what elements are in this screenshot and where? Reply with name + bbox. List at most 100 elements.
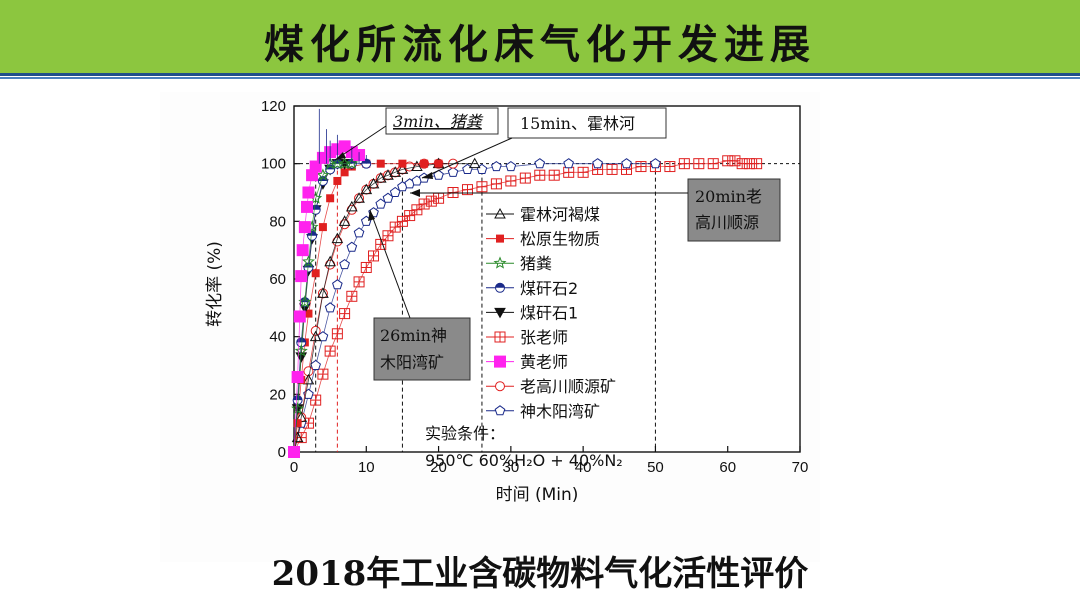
data-point (398, 159, 407, 168)
marker-cross (635, 161, 646, 172)
annotation-26min-text: 26min神 (380, 326, 447, 345)
legend-label: 老高川顺源矿 (520, 377, 616, 396)
marker-cross (729, 155, 740, 166)
data-point (376, 159, 385, 168)
data-point (324, 345, 336, 357)
legend-label: 神木阳湾矿 (520, 402, 600, 421)
legend-label: 黄老师 (520, 353, 568, 372)
marker-cross (332, 328, 343, 339)
marker-half (495, 283, 505, 288)
data-point (293, 310, 306, 323)
data-point (332, 279, 343, 290)
data-point (375, 238, 387, 250)
marker-cross (368, 250, 379, 261)
marker-cross (505, 175, 516, 186)
noise-spikes (318, 108, 367, 164)
annotation-26min: 26min神 木阳湾矿 (368, 209, 471, 381)
data-point (534, 169, 546, 181)
y-tick-label: 20 (269, 386, 286, 403)
legend-label: 张老师 (520, 328, 568, 347)
legend-marker (495, 282, 505, 293)
annotation-3min-text: 3min、猪粪 (393, 112, 484, 131)
data-point (606, 163, 618, 175)
data-point (411, 204, 423, 216)
data-point (592, 158, 603, 169)
annotation-15min: 15min、霍林河 (421, 107, 667, 179)
data-point (345, 200, 358, 212)
data-point (340, 168, 349, 177)
data-point (296, 244, 309, 257)
marker-cross (751, 158, 762, 169)
data-point (389, 166, 402, 177)
marker-cross (607, 164, 618, 175)
data-point (418, 198, 430, 210)
annotation-3min: 3min、猪粪 (334, 107, 499, 161)
marker-cross (578, 167, 589, 178)
marker-half (311, 205, 321, 210)
data-point (433, 169, 444, 180)
series-line (293, 163, 352, 453)
data-point (291, 371, 304, 384)
marker-cross (404, 210, 415, 221)
annotation-20min-text: 20min老 (695, 187, 762, 206)
data-point (729, 155, 741, 167)
data-point (519, 172, 531, 184)
x-tick-label: 0 (290, 459, 298, 476)
x-tick-label: 10 (358, 459, 375, 476)
data-point (291, 401, 305, 415)
x-tick-label: 40 (575, 459, 592, 476)
marks-layer (287, 108, 763, 459)
x-tick-label: 70 (792, 459, 809, 476)
chart-panel: 0 10 20 30 40 50 60 70 0 20 40 60 80 100 120 时间 (Min) 转化… (160, 92, 820, 562)
y-tick-label: 60 (269, 271, 286, 288)
marker-cross (339, 308, 350, 319)
series-6 (288, 140, 366, 458)
data-point (307, 230, 318, 241)
marker-cross (411, 204, 422, 215)
data-point (302, 373, 315, 385)
data-point (468, 157, 481, 169)
marker-cross (433, 193, 444, 204)
arrowhead (422, 172, 433, 179)
legend-label: 猪粪 (520, 254, 552, 273)
marker-cross (397, 216, 408, 227)
annotation-15min-text: 15min、霍林河 (520, 114, 635, 133)
y-tick-label: 100 (261, 156, 286, 173)
x-tick-label: 50 (647, 459, 664, 476)
data-point (310, 359, 321, 370)
data-point (360, 183, 373, 195)
x-tick-label: 20 (430, 459, 447, 476)
marker-cross (693, 158, 704, 169)
title-bar (0, 0, 1080, 73)
annotation-26min-arrow (369, 209, 411, 319)
marker-cross (325, 346, 336, 357)
legend-marker (496, 234, 504, 243)
legend-marker (494, 307, 506, 319)
marker-cross (419, 199, 430, 210)
marker-cross (549, 170, 560, 181)
data-point (396, 163, 409, 174)
legend-marker (495, 381, 505, 392)
series-line (293, 163, 439, 453)
marker-cross (361, 262, 372, 273)
slide-title: 煤化所流化床气化开发进展 (264, 21, 816, 68)
marker-half (293, 395, 303, 401)
data-point (476, 181, 488, 193)
data-point (382, 230, 394, 242)
data-point (295, 270, 308, 283)
x-tick-label: 60 (719, 459, 736, 476)
data-point (310, 394, 322, 406)
data-point (404, 210, 416, 222)
data-point (411, 160, 423, 172)
data-point (650, 158, 661, 169)
data-point (491, 160, 502, 172)
data-point (333, 176, 342, 185)
data-point (301, 200, 314, 213)
data-point (331, 328, 343, 340)
data-point (635, 161, 647, 173)
data-point (331, 232, 344, 244)
data-point (534, 158, 546, 169)
marker-cross (375, 239, 386, 250)
data-point (664, 161, 676, 173)
